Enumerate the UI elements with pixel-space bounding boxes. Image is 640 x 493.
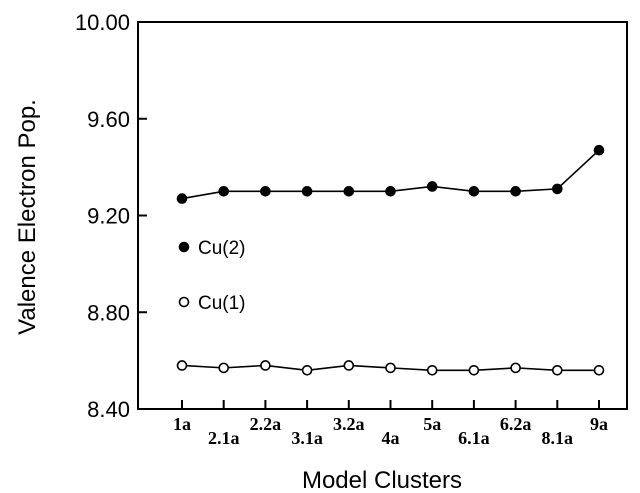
data-point-cu1-2-2a	[260, 360, 271, 371]
data-point-cu2-4a	[385, 186, 396, 197]
x-tick-label: 8.1a	[542, 428, 574, 448]
x-ticks: 1a 2.1a 2.2a 3.1a 3.2a 4a 5a 6.1a 6.2a 8.1a 9a	[173, 400, 608, 448]
data-point-cu2-8-1a	[551, 183, 563, 195]
x-tick-label: 6.2a	[500, 414, 532, 434]
x-tick-label: 4a	[382, 428, 400, 448]
data-point-cu2-5a	[426, 181, 438, 192]
y-tick-label: 9.60	[87, 107, 130, 132]
x-axis-label: Model Clusters	[302, 467, 462, 493]
data-point-cu1-3-2a	[343, 360, 355, 371]
data-point-cu2-6-1a	[468, 186, 480, 197]
y-tick-label: 9.20	[87, 204, 130, 229]
data-point-cu1-3-1a	[301, 364, 313, 376]
x-tick-label: 2.2a	[250, 414, 282, 434]
data-point-cu2-2-1a	[218, 186, 229, 197]
legend: Cu(2) Cu(1)	[178, 238, 246, 314]
x-tick-label: 1a	[173, 414, 191, 434]
legend-label-cu1: Cu(1)	[198, 293, 246, 314]
data-point-cu1-8-1a	[551, 364, 563, 376]
data-point-cu1-5a	[426, 364, 438, 376]
y-tick-label: 10.00	[75, 10, 130, 35]
data-point-cu1-6-1a	[468, 364, 480, 376]
x-tick-label: 9a	[590, 414, 608, 434]
data-point-cu1-4a	[385, 362, 396, 374]
series-points	[176, 144, 605, 376]
y-tick-label: 8.80	[87, 300, 130, 325]
data-point-cu2-1a	[176, 193, 188, 204]
legend-label-cu2: Cu(2)	[198, 238, 246, 259]
x-tick-label: 3.2a	[333, 414, 365, 434]
plot-frame	[137, 21, 628, 410]
legend-marker-cu1	[178, 296, 190, 308]
data-point-cu1-6-2a	[510, 362, 521, 374]
data-point-cu2-9a	[593, 144, 605, 156]
legend-marker-cu2	[178, 241, 190, 253]
data-point-cu2-6-2a	[510, 186, 521, 197]
x-tick-label: 2.1a	[208, 428, 240, 448]
y-tick-label: 8.40	[87, 397, 130, 422]
series-lines	[181, 149, 600, 372]
y-ticks: 8.40 8.80 9.20 9.60 10.00	[75, 10, 147, 422]
x-tick-label: 5a	[423, 414, 441, 434]
data-point-cu2-3-2a	[343, 186, 355, 197]
data-point-cu2-3-1a	[301, 186, 313, 197]
x-tick-label: 6.1a	[458, 428, 490, 448]
data-point-cu1-2-1a	[218, 362, 229, 374]
data-point-cu1-1a	[176, 360, 188, 371]
data-point-cu2-2-2a	[260, 186, 271, 197]
y-axis-label: Valence Electron Pop.	[14, 99, 41, 335]
data-point-cu1-9a	[593, 364, 605, 376]
x-tick-label: 3.1a	[291, 428, 323, 448]
